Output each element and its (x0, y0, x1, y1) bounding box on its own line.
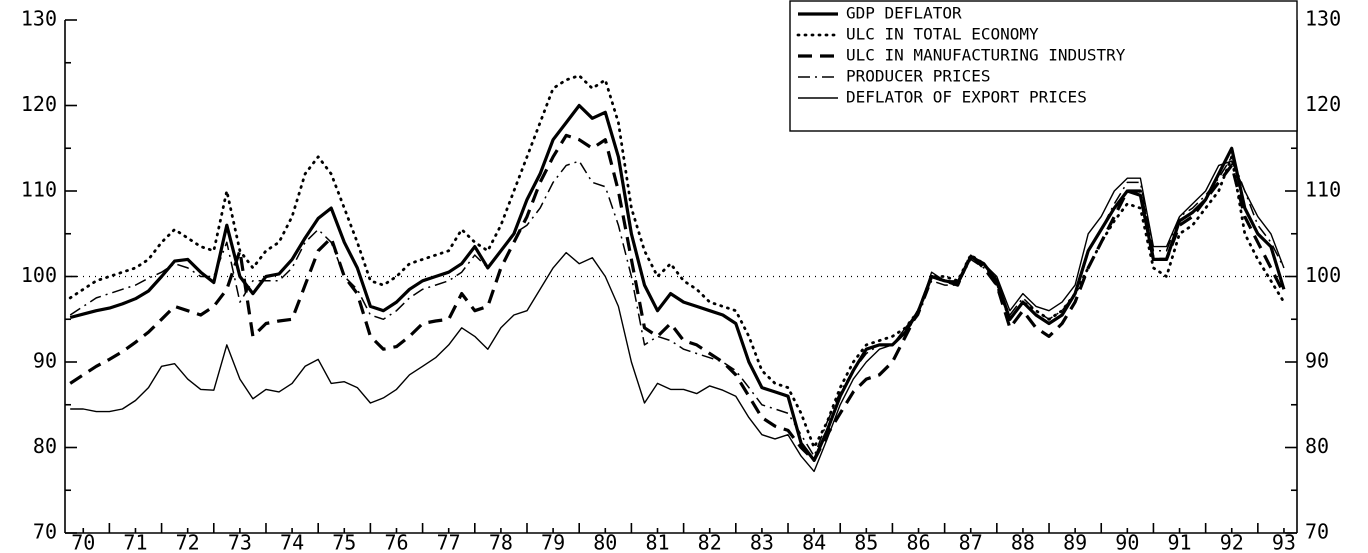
x-tick-label: 76 (384, 531, 408, 553)
series-line (70, 160, 1285, 473)
y-tick-label: 100 (21, 263, 57, 287)
series-line (69, 133, 1286, 462)
y-tick-label: 90 (33, 349, 57, 373)
y2-tick-label: 120 (1305, 92, 1341, 116)
series-line (69, 156, 1285, 457)
x-tick-label: 75 (332, 531, 356, 553)
legend-label: DEFLATOR OF EXPORT PRICES (846, 88, 1087, 107)
x-tick-label: 79 (541, 531, 565, 553)
x-tick-label: 70 (71, 531, 95, 553)
x-tick-label: 84 (802, 531, 826, 553)
x-tick-label: 88 (1011, 531, 1035, 553)
x-tick-label: 81 (645, 531, 669, 553)
y2-tick-label: 130 (1305, 7, 1341, 31)
x-tick-label: 82 (698, 531, 722, 553)
y2-tick-label: 90 (1305, 349, 1329, 373)
y2-tick-label: 70 (1305, 520, 1329, 544)
x-tick-label: 80 (593, 531, 617, 553)
y2-tick-label: 100 (1305, 263, 1341, 287)
x-tick-label: 78 (489, 531, 513, 553)
x-tick-label: 83 (750, 531, 774, 553)
x-tick-label: 74 (280, 531, 304, 553)
x-tick-label: 87 (959, 531, 983, 553)
x-tick-label: 93 (1272, 531, 1296, 553)
legend-label: GDP DEFLATOR (846, 4, 962, 23)
legend-box (789, 0, 1298, 132)
series-line (69, 103, 1286, 462)
legend-label: ULC IN MANUFACTURING INDUSTRY (846, 46, 1126, 65)
legend-label: ULC IN TOTAL ECONOMY (846, 25, 1039, 44)
x-tick-label: 86 (906, 531, 930, 553)
y-tick-label: 120 (21, 92, 57, 116)
y-tick-label: 70 (33, 520, 57, 544)
legend-label: PRODUCER PRICES (846, 67, 991, 86)
x-tick-label: 90 (1115, 531, 1139, 553)
x-tick-label: 71 (123, 531, 147, 553)
x-tick-label: 73 (228, 531, 252, 553)
x-tick-label: 91 (1167, 531, 1191, 553)
y-tick-label: 130 (21, 7, 57, 31)
y-tick-label: 80 (33, 434, 57, 458)
y2-tick-label: 110 (1305, 178, 1341, 202)
x-tick-label: 72 (176, 531, 200, 553)
x-tick-label: 89 (1063, 531, 1087, 553)
y2-tick-label: 80 (1305, 434, 1329, 458)
x-tick-label: 77 (437, 531, 461, 553)
x-tick-label: 85 (854, 531, 878, 553)
y-tick-label: 110 (21, 178, 57, 202)
x-tick-label: 92 (1220, 531, 1244, 553)
series-line (68, 74, 1286, 449)
